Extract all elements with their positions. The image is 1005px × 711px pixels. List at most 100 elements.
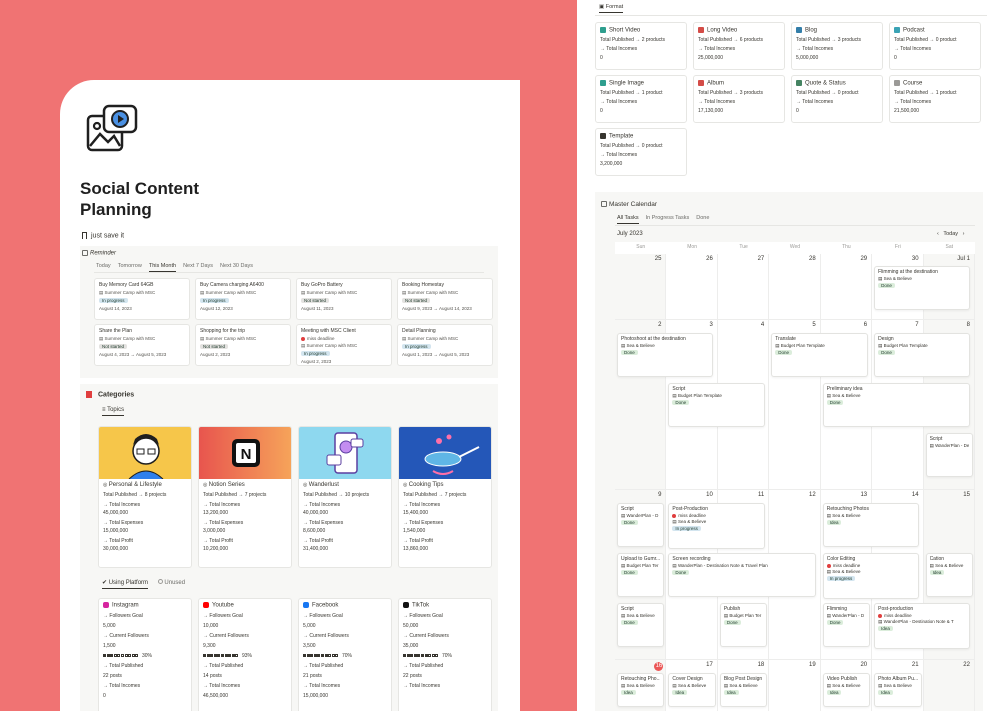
format-card[interactable]: Long Video Total Published → 6 products → …: [693, 22, 785, 70]
calendar-event[interactable]: Preliminary idea ▤ Sea & Believe Done: [822, 383, 971, 427]
event-title: Post-Production: [672, 506, 708, 512]
format-card[interactable]: Short Video Total Published → 2 products →…: [595, 22, 687, 70]
progress-square: [228, 654, 232, 658]
event-title: Flimming: [826, 606, 847, 612]
event-project: ▤ Sea & Believe: [878, 683, 917, 689]
event-title: Post-production: [878, 606, 914, 612]
reminder-tab[interactable]: Next 7 Days: [183, 263, 214, 269]
tab-format[interactable]: ▣ Format: [599, 4, 624, 13]
reminder-card[interactable]: Buy Memory Card 64GB ▤ Summer Camp with M…: [94, 278, 190, 320]
chevron-right-icon[interactable]: ›: [962, 231, 965, 237]
reminder-card[interactable]: Buy Camera charging A6400 ▤ Summer Camp w…: [195, 278, 291, 320]
topic-label-expenses: → Total Expenses: [303, 520, 344, 526]
format-card[interactable]: Single Image Total Published → 1 product →…: [595, 75, 687, 123]
reminder-tab[interactable]: Next 30 Days: [220, 263, 254, 269]
calendar-event[interactable]: Script ▤ WanderPlan - D Done: [617, 503, 665, 547]
save-row: just save it: [82, 232, 124, 239]
calendar-event[interactable]: Retouching Pho... ▤ Sea & Believe Idea: [617, 673, 665, 707]
day-number: 16: [654, 662, 664, 671]
calendar-event[interactable]: Photo Album Pu... ▤ Sea & Believe Idea: [874, 673, 922, 707]
platform-card[interactable]: Youtube → Followers Goal 10,000 → Current F…: [198, 598, 292, 711]
calendar-event[interactable]: Script ▤ WanderPlan - De: [925, 433, 973, 477]
calendar-event[interactable]: Flimming at the destination ▤ Sea & Belie…: [874, 266, 971, 310]
calendar-event[interactable]: Script ▤ Sea & Believe Done: [617, 603, 665, 647]
format-card[interactable]: Podcast Total Published → 0 product → Tota…: [889, 22, 981, 70]
calendar-event[interactable]: Publish ▤ Budget Plan Ter Done: [719, 603, 768, 647]
calendar-day-cell[interactable]: 22: [923, 660, 975, 711]
calendar-day-cell[interactable]: 26: [666, 254, 718, 320]
tab-using-platform[interactable]: ✔ Using Platform: [102, 580, 149, 589]
calendar-tab[interactable]: All Tasks: [617, 215, 639, 224]
page-icon: ▤: [672, 683, 678, 688]
reminder-card[interactable]: Share the Plan ▤ Summer Camp with MSC Not …: [94, 324, 190, 366]
calendar-day-cell[interactable]: 28: [769, 254, 821, 320]
calendar-event[interactable]: Design ▤ Budget Plan Template Done: [874, 333, 971, 377]
progress-bar: [403, 654, 439, 658]
format-card[interactable]: Course Total Published → 1 product → Total…: [889, 75, 981, 123]
format-name: Short Video: [609, 27, 641, 34]
calendar-tab[interactable]: In Progress Tasks: [645, 215, 690, 221]
reminder-card[interactable]: Meeting with MSC Client miss deadline ▤ Su…: [296, 324, 392, 366]
day-number: 5: [812, 322, 816, 328]
calendar-tab[interactable]: Done: [696, 215, 710, 221]
calendar-event[interactable]: Screen recording ▤ WanderPlan - Destinati…: [668, 553, 817, 597]
event-project: ▤ Sea & Believe: [672, 519, 760, 525]
event-status: Done: [826, 620, 866, 626]
event-project-text: Sea & Believe: [729, 683, 758, 688]
reminder-tab[interactable]: Tomorrow: [117, 263, 142, 269]
calendar-event[interactable]: Video Publish ▤ Sea & Believe Idea: [822, 673, 871, 707]
topic-card[interactable]: N ◎ Notion Series Total Published → 7 proj…: [198, 426, 292, 568]
reminder-card[interactable]: Booking Homestay ▤ Summer Camp with MSC No…: [397, 278, 493, 320]
reminder-card[interactable]: Detail Planning ▤ Summer Camp with MSC In …: [397, 324, 493, 366]
calendar-event[interactable]: Color Editing miss deadline ▤ Sea & Believ…: [822, 553, 919, 599]
platform-incomes: 15,000,000: [303, 692, 329, 699]
reminder-tab[interactable]: Today: [96, 263, 111, 269]
calendar-event[interactable]: Cover Design ▤ Sea & Believe Idea: [668, 673, 716, 707]
format-card[interactable]: Blog Total Published → 3 products → Total …: [791, 22, 883, 70]
calendar-event[interactable]: Blog Post Design ▤ Sea & Believe Idea: [719, 673, 768, 707]
reminder-card[interactable]: Shopping for the trip ▤ Summer Camp with …: [195, 324, 291, 366]
platform-label-goal: → Followers Goal: [103, 612, 143, 619]
platform-card[interactable]: Instagram → Followers Goal 5,000 → Current …: [98, 598, 192, 711]
status-badge: Not started: [200, 344, 229, 349]
progress-square: [335, 654, 339, 658]
calendar-event[interactable]: Translate ▤ Budget Plan Template Done: [771, 333, 868, 377]
format-card[interactable]: Album Total Published → 3 products → Total…: [693, 75, 785, 123]
format-name: Single Image: [609, 80, 645, 87]
calendar-day-cell[interactable]: 19: [769, 660, 821, 711]
calendar-event[interactable]: Flimming ▤ WanderPlan - D Done: [822, 603, 871, 647]
platform-card[interactable]: TikTok → Followers Goal 50,000 → Current Fo…: [398, 598, 492, 711]
calendar-event[interactable]: Post-Production miss deadline ▤ Sea & Beli…: [668, 503, 765, 549]
event-project: ▤ Sea & Believe: [672, 683, 711, 689]
calendar-event[interactable]: Cation ▤ Sea & Believe Idea: [925, 553, 973, 597]
progress-square: [110, 654, 114, 658]
calendar-day-cell[interactable]: 27: [717, 254, 770, 320]
reminder-tab[interactable]: This Month: [148, 263, 177, 272]
topic-icon: ◎: [203, 482, 209, 488]
tab-unused[interactable]: Unused: [157, 579, 185, 586]
status-badge: Done: [672, 570, 690, 575]
reminder-card[interactable]: Buy GoPro Battery ▤ Summer Camp with MSC N…: [296, 278, 392, 320]
today-button[interactable]: Today: [943, 231, 959, 237]
platform-card[interactable]: Facebook → Followers Goal 5,000 → Current F…: [298, 598, 392, 711]
calendar-event[interactable]: Upload to Gumr... ▤ Budget Plan Ter Done: [617, 553, 665, 597]
format-card[interactable]: Quote & Status Total Published → 0 produc…: [791, 75, 883, 123]
calendar-day-cell[interactable]: 29: [820, 254, 873, 320]
tab-topics[interactable]: ≡ Topics: [102, 407, 125, 416]
calendar-event[interactable]: Retouching Photos ▤ Sea & Believe Idea: [822, 503, 919, 547]
calendar-event[interactable]: Photoshoot at the destination ▤ Sea & Bel…: [617, 333, 714, 377]
topic-card[interactable]: ◎ Personal & Lifestyle Total Published → …: [98, 426, 192, 568]
format-card[interactable]: Template Total Published → 0 product → Tot…: [595, 128, 687, 176]
reminder-camp-text: Summer Camp with MSC: [306, 290, 358, 295]
event-project: ▤ Budget Plan Ter: [724, 613, 763, 619]
format-icon: [894, 27, 900, 33]
page-title-line2: Planning: [80, 200, 152, 219]
miss-deadline: miss deadline: [878, 613, 966, 618]
topic-card[interactable]: ◎ Wanderlust Total Published → 10 project…: [298, 426, 392, 568]
event-status: Idea: [878, 626, 966, 632]
calendar-event[interactable]: Script ▤ Budget Plan Template Done: [668, 383, 765, 427]
chevron-left-icon[interactable]: ‹: [937, 231, 939, 237]
calendar-day-cell[interactable]: 25: [615, 254, 667, 320]
calendar-event[interactable]: Post-production miss deadline ▤ WanderPlan…: [874, 603, 971, 649]
topic-card[interactable]: ◎ Cooking Tips Total Published → 7 projec…: [398, 426, 492, 568]
